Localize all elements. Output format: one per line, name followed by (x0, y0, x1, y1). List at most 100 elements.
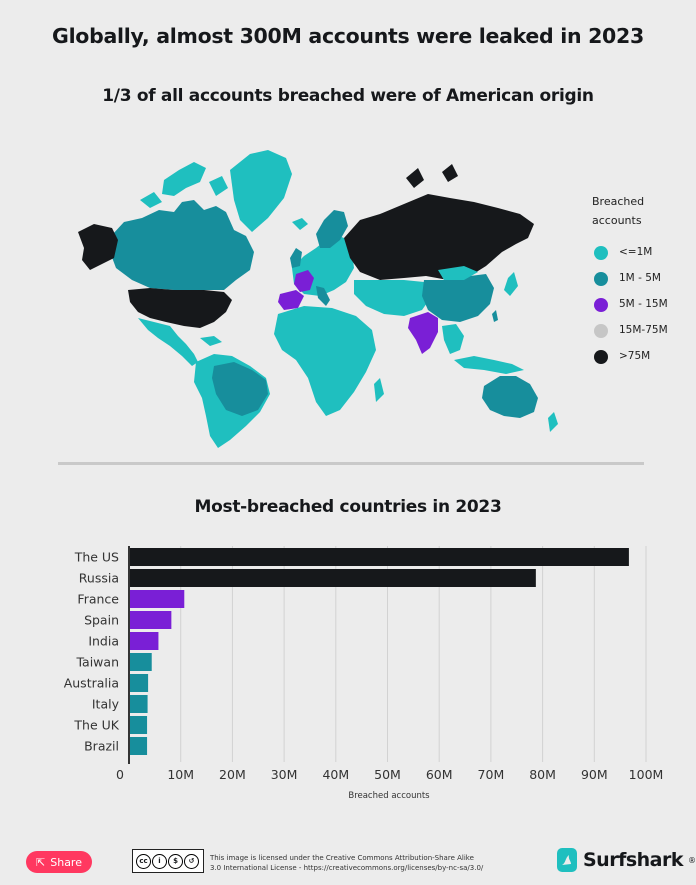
brand-registered-mark: ® (688, 855, 696, 865)
region-taiwan (492, 310, 498, 322)
x-tick-label: 90M (581, 767, 608, 782)
region-france (294, 270, 314, 292)
license-line-1: This image is licensed under the Creativ… (210, 854, 474, 862)
world-map-svg (78, 150, 558, 448)
category-label: The UK (73, 718, 119, 733)
legend-item: 15M-75M (592, 318, 692, 344)
category-label: Spain (84, 613, 119, 628)
legend-swatch (594, 272, 608, 286)
category-label: India (88, 634, 119, 649)
nc-icon: $ (168, 853, 183, 869)
legend-label: <=1M (619, 246, 653, 258)
region-china (422, 274, 494, 322)
map-legend: Breached accounts <=1M 1M - 5M 5M - 15M 15M… (592, 192, 692, 370)
bar (130, 632, 159, 650)
chart-title: Most-breached countries in 2023 (194, 497, 502, 517)
category-label: France (77, 592, 119, 607)
section-divider (58, 462, 644, 465)
region-greenland (230, 150, 292, 232)
legend-swatch (594, 246, 608, 260)
page-title: Globally, almost 300M accounts were leak… (52, 24, 644, 48)
region-caribbean (200, 336, 222, 346)
region-spain (278, 290, 304, 310)
bar (130, 569, 536, 587)
bar-chart: 0 10M 20M 30M 40M 50M 60M 70M 80M 90M 100M The US Ru… (0, 535, 696, 805)
bar-chart-svg: 0 10M 20M 30M 40M 50M 60M 70M 80M 90M 100M The US Ru… (64, 546, 664, 801)
region-italy (316, 286, 330, 306)
x-axis-label: Breached accounts (348, 791, 430, 801)
category-label: Russia (79, 571, 119, 586)
legend-title-line1: Breached (592, 195, 645, 208)
bar (130, 737, 148, 755)
legend-item: <=1M (592, 240, 692, 266)
footer: ⇱ Share cc i $ ↺ This image is licensed … (0, 845, 696, 881)
region-mexico (138, 318, 198, 366)
brand: Surfshark ® (556, 847, 696, 873)
surfshark-logo-icon (557, 848, 577, 872)
legend-swatch (594, 324, 608, 338)
share-button[interactable]: ⇱ Share (26, 851, 92, 873)
region-scandinavia (316, 210, 348, 248)
region-iceland (292, 218, 308, 230)
region-canada (110, 200, 254, 290)
x-tick-label: 10M (167, 767, 194, 782)
region-usa (128, 288, 232, 328)
legend-item: 1M - 5M (592, 266, 692, 292)
category-label: The US (74, 550, 119, 565)
sa-icon: ↺ (184, 853, 199, 869)
share-icon: ⇱ (36, 855, 46, 869)
bar (130, 611, 172, 629)
x-tick-label: 0 (116, 767, 124, 782)
region-mongolia (438, 266, 478, 280)
bar (130, 548, 629, 566)
page-subtitle: 1/3 of all accounts breached were of Ame… (102, 86, 594, 106)
brand-name: Surfshark (583, 849, 684, 871)
x-tick-label: 40M (322, 767, 349, 782)
bar (130, 674, 149, 692)
region-africa (274, 306, 376, 416)
bar (130, 716, 148, 734)
legend-title-line2: accounts (592, 214, 642, 227)
category-label: Italy (92, 697, 120, 712)
region-india (408, 312, 438, 354)
x-tick-label: 20M (219, 767, 246, 782)
region-australia (482, 376, 538, 418)
region-se-asia (442, 324, 464, 354)
region-arctic-islands (140, 162, 228, 208)
region-indonesia (454, 356, 524, 374)
legend-items: <=1M 1M - 5M 5M - 15M 15M-75M >75M (592, 240, 692, 370)
bar (130, 653, 152, 671)
x-tick-label: 60M (426, 767, 453, 782)
legend-label: 1M - 5M (619, 272, 661, 284)
license-text: This image is licensed under the Creativ… (210, 853, 530, 873)
license-line-2: 3.0 International License - https://crea… (210, 864, 484, 872)
category-label: Brazil (84, 739, 119, 754)
x-tick-label: 50M (374, 767, 401, 782)
cc-icon: cc (136, 853, 151, 869)
by-icon: i (152, 853, 167, 869)
region-uk (290, 248, 302, 268)
x-tick-label: 80M (529, 767, 556, 782)
region-alaska (78, 224, 118, 270)
legend-label: 15M-75M (619, 324, 668, 336)
region-russia-islands (406, 164, 458, 188)
region-new-zealand (548, 412, 558, 432)
x-tick-label: 30M (271, 767, 298, 782)
category-label: Taiwan (75, 655, 119, 670)
category-label: Australia (64, 676, 119, 691)
legend-label: 5M - 15M (619, 298, 668, 310)
x-tick-label: 70M (478, 767, 505, 782)
cc-license-badge[interactable]: cc i $ ↺ (132, 849, 204, 873)
region-madagascar (374, 378, 384, 402)
region-japan (504, 272, 518, 296)
legend-item: >75M (592, 344, 692, 370)
world-map (54, 140, 584, 450)
share-label: Share (50, 855, 82, 869)
legend-item: 5M - 15M (592, 292, 692, 318)
bar (130, 695, 148, 713)
x-tick-label: 100M (629, 767, 664, 782)
region-russia (344, 194, 534, 280)
legend-label: >75M (619, 350, 651, 362)
legend-swatch (594, 350, 608, 364)
legend-swatch (594, 298, 608, 312)
